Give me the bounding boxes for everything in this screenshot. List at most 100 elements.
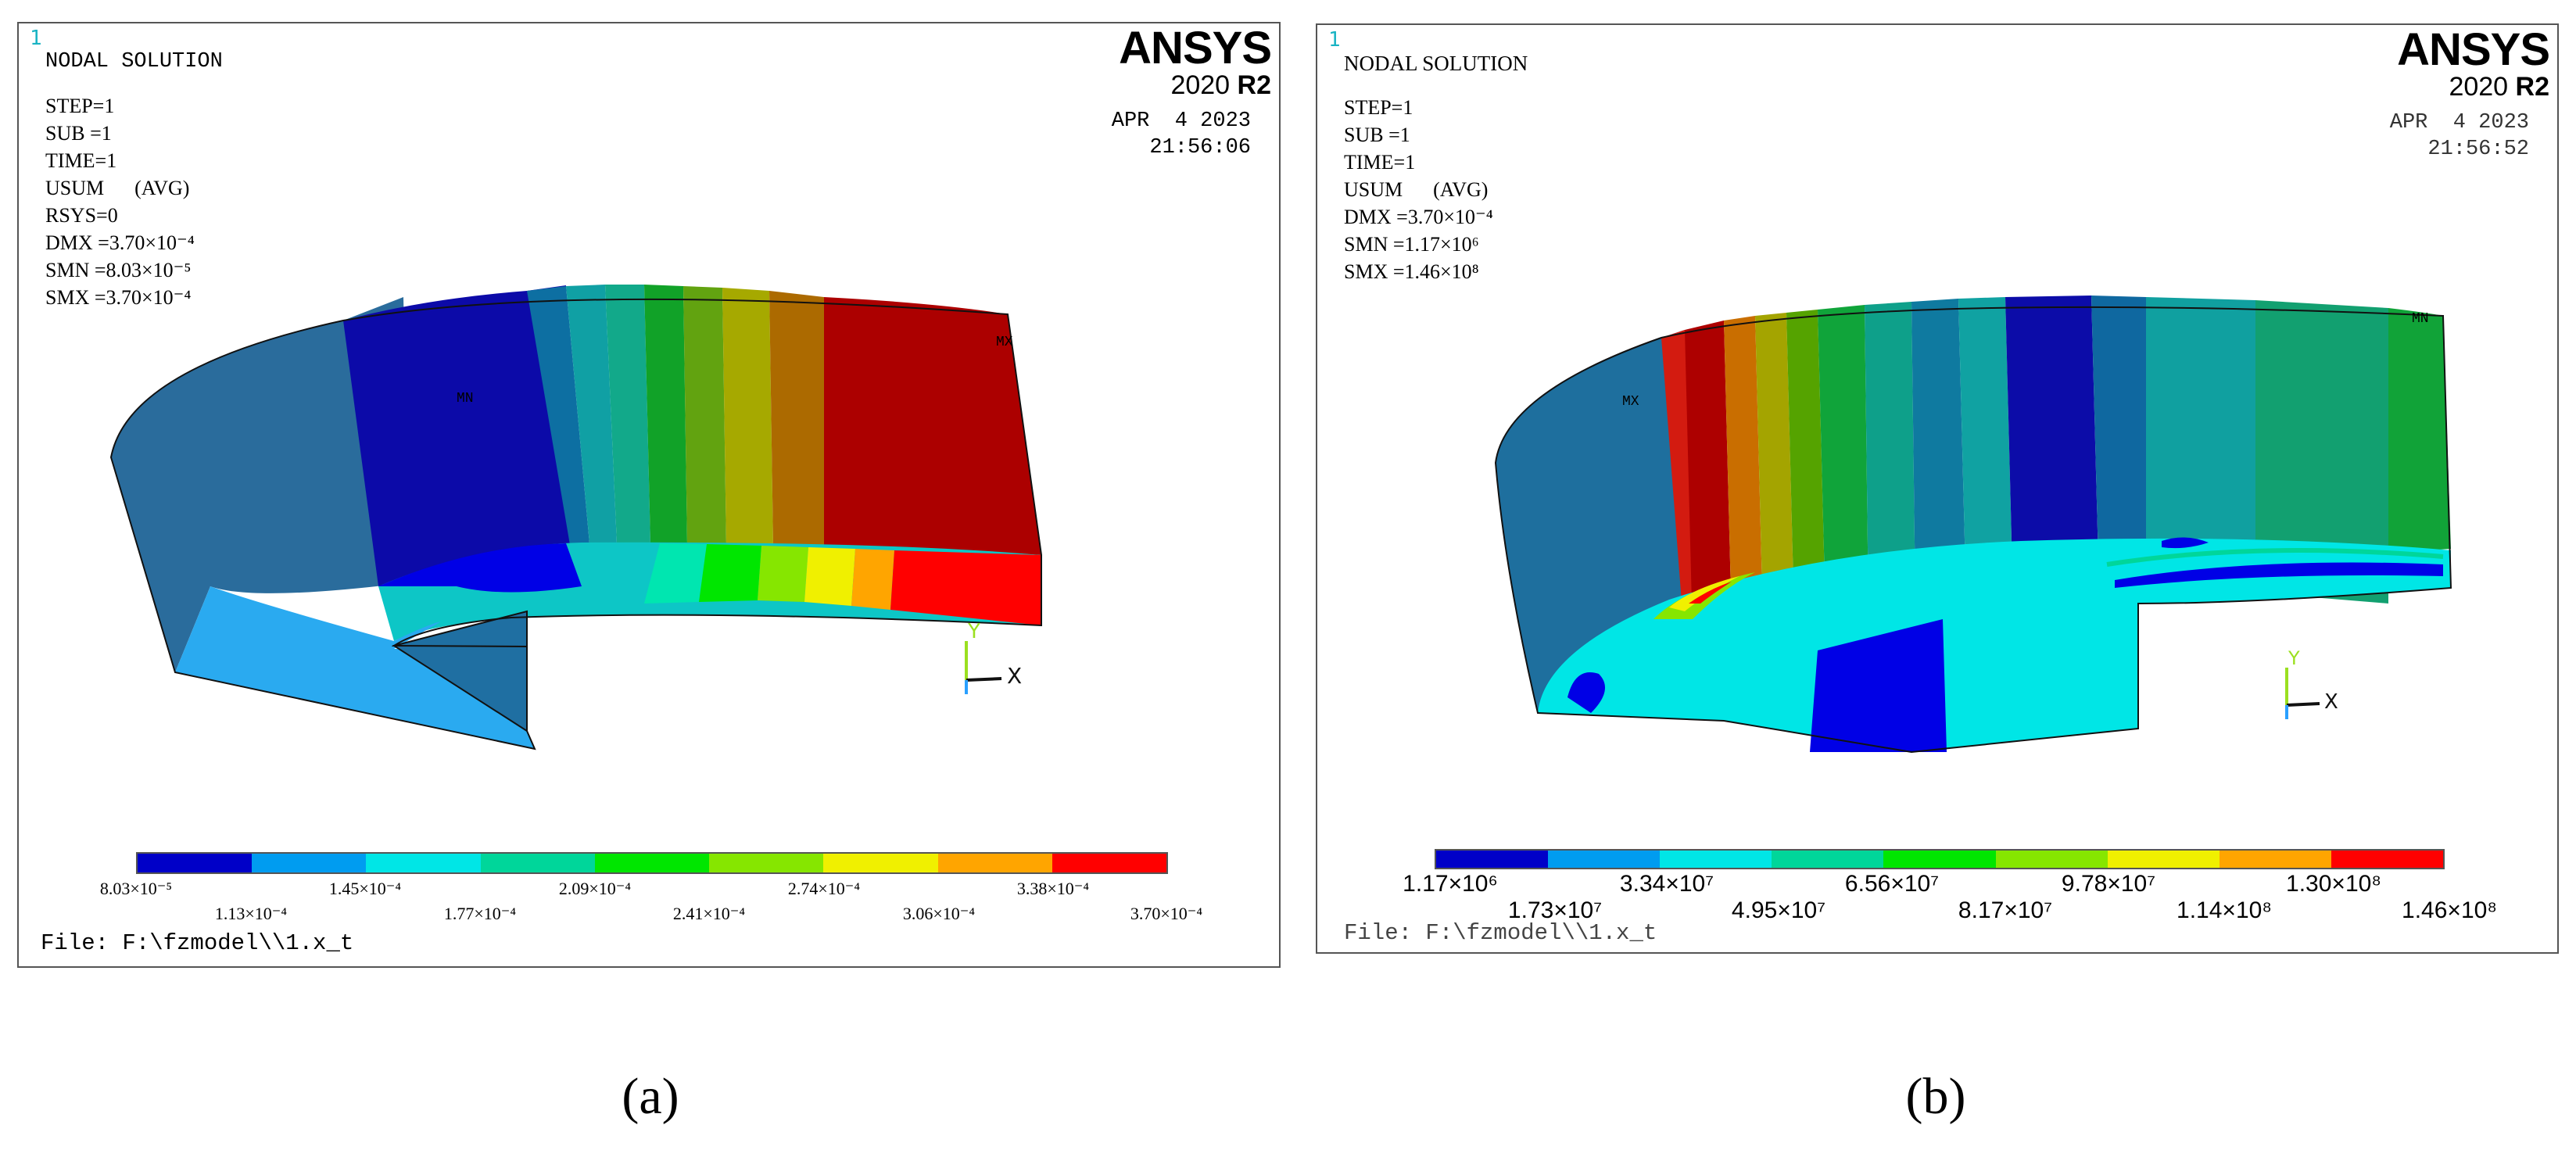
legend-swatch bbox=[1772, 851, 1884, 868]
legend-swatch bbox=[594, 854, 710, 872]
legend-label: 2.74×10⁻⁴ bbox=[787, 879, 861, 898]
model-outline bbox=[1494, 306, 2452, 754]
version: 2020 bbox=[1170, 70, 1231, 100]
model-top-band bbox=[2255, 300, 2388, 604]
param-sub: SUB =1 bbox=[1344, 124, 1410, 146]
param-time: TIME=1 bbox=[1344, 151, 1416, 174]
param-smx: SMX =1.46×10⁸ bbox=[1344, 260, 1479, 283]
param-step: STEP=1 bbox=[45, 95, 115, 117]
triad-x-label: X bbox=[2324, 690, 2338, 714]
release: R2 bbox=[2515, 72, 2549, 102]
triad-y-label: Y bbox=[967, 620, 980, 643]
release: R2 bbox=[1237, 70, 1271, 100]
file-path: File: F:\fzmodel\\1.x_t bbox=[41, 930, 354, 956]
model-outline bbox=[109, 298, 1042, 750]
caption-b: (b) bbox=[1905, 1068, 1966, 1125]
ansys-plot-window-b: 1 NODAL SOLUTION STEP=1 SUB =1 TIME=1 US… bbox=[1316, 23, 2559, 954]
param-rsys: RSYS=0 bbox=[45, 204, 118, 227]
time: 21:56:06 bbox=[1149, 136, 1251, 159]
displacement-model-view: MN MX Y X bbox=[109, 285, 1042, 750]
model-front-band bbox=[851, 549, 894, 610]
model-top-band bbox=[1755, 313, 1794, 619]
param-dmx: DMX =3.70×10⁻⁴ bbox=[45, 231, 195, 254]
model-top-band bbox=[1865, 302, 1915, 607]
legend-swatch bbox=[366, 854, 481, 872]
model-top-band bbox=[2146, 297, 2255, 593]
legend-label: 3.38×10⁻⁴ bbox=[1016, 879, 1090, 898]
param-sub: SUB =1 bbox=[45, 122, 112, 145]
solution-parameters: STEP=1 SUB =1 TIME=1 USUM (AVG) RSYS=0 D… bbox=[45, 92, 195, 311]
legend-label: 3.70×10⁻⁴ bbox=[1130, 904, 1203, 923]
model-contour-blue bbox=[2115, 562, 2443, 588]
model-top-band bbox=[2005, 296, 2099, 600]
legend-swatch bbox=[1548, 851, 1661, 868]
legend-colorbar bbox=[1435, 849, 2445, 869]
model-front-face bbox=[1538, 538, 2451, 752]
param-step: STEP=1 bbox=[1344, 96, 1413, 119]
legend-label: 3.34×10⁷ bbox=[1619, 871, 1714, 897]
param-usum: USUM (AVG) bbox=[1344, 178, 1489, 201]
model-top-band bbox=[644, 285, 687, 544]
model-front-band bbox=[804, 547, 855, 606]
marker-mn: MN bbox=[457, 391, 474, 407]
legend-label: 3.06×10⁻⁴ bbox=[902, 904, 976, 923]
model-top-band bbox=[2388, 308, 2451, 557]
model-top-band bbox=[111, 297, 410, 672]
legend-swatch bbox=[480, 854, 595, 872]
legend-label: 1.77×10⁻⁴ bbox=[443, 904, 517, 923]
marker-mx: MX bbox=[996, 335, 1013, 350]
model-top-band bbox=[2091, 296, 2146, 589]
plot-title: NODAL SOLUTION bbox=[1344, 52, 1528, 75]
legend-label: 1.30×10⁸ bbox=[2286, 871, 2381, 897]
legend-swatch bbox=[1660, 851, 1772, 868]
window-number: 1 bbox=[30, 27, 42, 50]
legend-label: 1.46×10⁸ bbox=[2402, 897, 2497, 923]
legend-label: 6.56×10⁷ bbox=[1844, 871, 1940, 897]
param-smn: SMN =8.03×10⁻⁵ bbox=[45, 259, 192, 281]
model-front-band bbox=[758, 546, 808, 602]
model-contour-blue bbox=[1567, 672, 1605, 713]
legend-swatch bbox=[1052, 854, 1166, 872]
model-contour-red bbox=[1689, 582, 1732, 604]
marker-mn: MN bbox=[2412, 311, 2429, 327]
legend-label: 1.73×10⁷ bbox=[1507, 897, 1603, 923]
param-time: TIME=1 bbox=[45, 149, 117, 172]
ansys-plot-window-a: 1 NODAL SOLUTION STEP=1 SUB =1 TIME=1 US… bbox=[17, 22, 1281, 968]
triad-x-axis bbox=[2286, 702, 2320, 707]
window-number: 1 bbox=[1328, 28, 1341, 52]
date: APR 4 2023 bbox=[2389, 111, 2529, 134]
timestamp: APR 4 2023 21:56:06 bbox=[1112, 108, 1251, 161]
solution-parameters: STEP=1 SUB =1 TIME=1 USUM (AVG) DMX =3.7… bbox=[1344, 94, 1493, 285]
model-front-band bbox=[699, 544, 761, 602]
legend-label: 1.45×10⁻⁴ bbox=[328, 879, 402, 898]
model-contour-green bbox=[2106, 548, 2444, 567]
model-top-band bbox=[1685, 321, 1732, 635]
legend-label: 4.95×10⁷ bbox=[1731, 897, 1826, 923]
param-usum: USUM (AVG) bbox=[45, 177, 190, 199]
legend-swatch bbox=[138, 854, 253, 872]
model-front-band bbox=[890, 550, 1041, 625]
legend-label: 2.41×10⁻⁴ bbox=[672, 904, 746, 923]
legend-colorbar bbox=[136, 852, 1168, 874]
date: APR 4 2023 bbox=[1111, 109, 1251, 133]
brand-name: ANSYS bbox=[1119, 23, 1272, 73]
file-path: File: F:\fzmodel\\1.x_t bbox=[1344, 920, 1657, 946]
marker-mx: MX bbox=[1622, 394, 1639, 410]
legend-swatch bbox=[2331, 851, 2443, 868]
model-top-band bbox=[824, 297, 1041, 555]
stress-model-view: MX MN Y X bbox=[1494, 296, 2452, 754]
coordinate-triad: Y X bbox=[2285, 647, 2338, 719]
model-top-band bbox=[1724, 316, 1763, 623]
caption-a: (a) bbox=[622, 1068, 679, 1125]
model-front-band bbox=[378, 543, 582, 593]
model-top-band bbox=[1958, 297, 2013, 600]
triad-y-label: Y bbox=[2288, 647, 2300, 669]
coordinate-triad: Y X bbox=[965, 620, 1022, 694]
plot-title: NODAL SOLUTION bbox=[45, 50, 223, 73]
legend-label: 1.14×10⁸ bbox=[2177, 897, 2272, 923]
model-front-band bbox=[644, 543, 707, 604]
legend-swatch bbox=[709, 854, 824, 872]
model-top-band bbox=[1911, 299, 1966, 602]
triad-x-label: X bbox=[1007, 663, 1022, 689]
timestamp: APR 4 2023 21:56:52 bbox=[2390, 109, 2529, 163]
